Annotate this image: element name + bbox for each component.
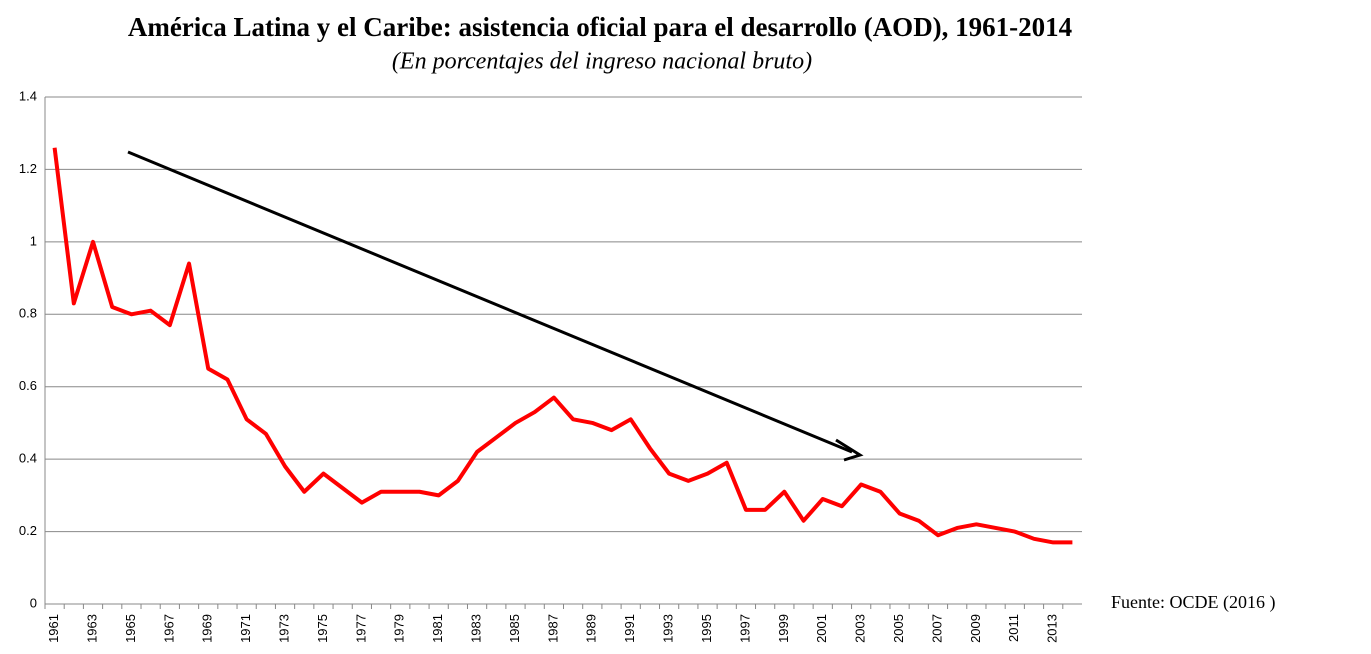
x-tick-label: 2001 (814, 614, 829, 643)
plot: 0 0.2 0.4 0.6 0.8 1 1.2 1.4 1961 1963 1965 1967 1969… (19, 88, 1082, 643)
x-tick-label: 2009 (968, 614, 983, 643)
y-tick-label: 1.2 (19, 161, 37, 176)
y-tick-label: 0.8 (19, 306, 37, 321)
x-tick-label: 1969 (200, 614, 215, 643)
arrow-head (835, 438, 864, 462)
x-tick-label: 1983 (469, 614, 484, 643)
x-tick-label: 2003 (853, 614, 868, 643)
source-note: Fuente: OCDE (2016 ) (1111, 592, 1275, 613)
x-tick-label: 1965 (123, 614, 138, 643)
x-tick-label: 2005 (891, 614, 906, 643)
x-tick-label: 1971 (238, 614, 253, 643)
x-tick-label: 1961 (46, 614, 61, 643)
x-tick-label: 2007 (929, 614, 944, 643)
x-tick-label: 1977 (353, 614, 368, 643)
y-tick-label: 1 (30, 233, 37, 248)
y-tick-label: 0 (30, 595, 37, 610)
x-tick-label: 1991 (622, 614, 637, 643)
chart-subtitle: (En porcentajes del ingreso nacional bru… (392, 49, 812, 75)
x-tick-label: 1979 (392, 614, 407, 643)
x-tick-label: 1993 (661, 614, 676, 643)
x-tick-label: 1985 (507, 614, 522, 643)
x-tick-label: 1973 (276, 614, 291, 643)
data-line (52, 147, 1073, 545)
y-tick-label: 0.2 (19, 523, 37, 538)
x-tick-label: 2013 (1045, 614, 1060, 643)
x-tick-label: 1963 (84, 614, 99, 643)
x-tick-label: 1987 (545, 614, 560, 643)
x-tick-label: 1989 (584, 614, 599, 643)
chart-title: América Latina y el Caribe: asistencia o… (128, 12, 1072, 42)
trend-arrow (127, 150, 853, 454)
x-tick-label: 1999 (776, 614, 791, 643)
x-tick-label: 1997 (737, 614, 752, 643)
x-tick-label: 1975 (315, 614, 330, 643)
x-tick-label: 1967 (161, 614, 176, 643)
y-tick-label: 0.6 (19, 378, 37, 393)
x-tick-label: 1995 (699, 614, 714, 643)
x-tick-label: 1981 (430, 614, 445, 643)
y-tick-label: 0.4 (19, 451, 37, 466)
y-tick-label: 1.4 (19, 88, 37, 103)
x-tick-label: 2011 (1006, 614, 1021, 642)
